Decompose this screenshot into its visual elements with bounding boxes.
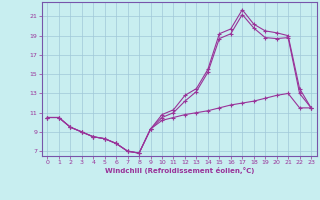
- X-axis label: Windchill (Refroidissement éolien,°C): Windchill (Refroidissement éolien,°C): [105, 167, 254, 174]
